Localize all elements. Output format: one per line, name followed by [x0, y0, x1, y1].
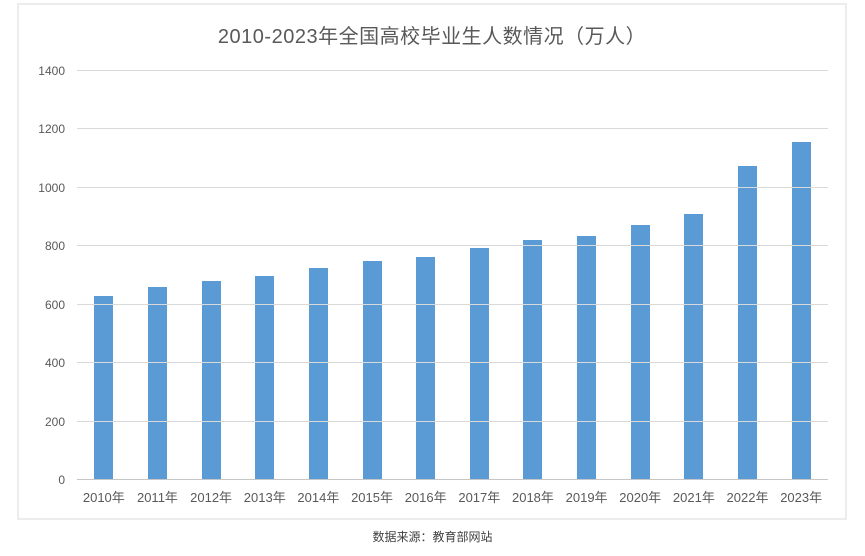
chart-container: 2010-2023年全国高校毕业生人数情况（万人） 0 200 400 600 800 1… [17, 3, 847, 520]
bar-slot-2017年 [452, 71, 506, 480]
bar-slot-2015年 [345, 71, 399, 480]
bar-2020年 [630, 224, 650, 480]
bar-2022年 [738, 165, 757, 480]
x-axis: 2010年 2011年 2012年 2013年 2014年 2015年 2016年 2017年… [77, 487, 828, 506]
source-note: 数据来源：教育部网站 [372, 530, 493, 544]
bar-2010年 [94, 295, 114, 480]
x-tick-label: 2018年 [511, 490, 554, 505]
chart-title: 2010-2023年全国高校毕业生人数情况（万人） [217, 26, 647, 48]
y-tick-label: 200 [44, 414, 65, 429]
plot-area [77, 70, 828, 480]
bar-2013年 [255, 275, 275, 480]
bar-2012年 [201, 281, 221, 480]
x-tick-label: 2015年 [351, 490, 393, 505]
bar-slot-2022年 [721, 71, 775, 480]
bar-slot-2021年 [667, 71, 721, 480]
x-tick-label: 2013年 [243, 490, 286, 505]
bar-slot-2013年 [238, 71, 292, 480]
bar-slot-2011年 [131, 71, 185, 480]
gridline-600 [77, 303, 828, 305]
bar-2016年 [416, 256, 436, 480]
bar-slot-2018年 [506, 71, 560, 480]
bar-slot-2016年 [399, 71, 453, 480]
gridline-400 [77, 362, 828, 364]
gridline-0 [77, 479, 828, 480]
bar-slot-2019年 [560, 71, 614, 480]
bar-slot-2023年 [774, 71, 828, 480]
bar-slot-2012年 [184, 71, 238, 480]
x-tick-label: 2019年 [565, 490, 608, 505]
bar-slot-2010年 [77, 71, 131, 480]
gridline-800 [77, 245, 828, 247]
bar-series [77, 71, 828, 480]
y-tick-label: 1000 [38, 180, 65, 195]
bar-2011年 [147, 287, 167, 480]
gridline-200 [77, 420, 828, 422]
bar-2023年 [791, 141, 811, 480]
bar-2019年 [577, 236, 597, 480]
x-tick-label: 2021年 [672, 490, 715, 505]
bar-2014年 [308, 267, 328, 480]
gridline-1200 [77, 128, 828, 130]
x-tick-label: 2017年 [458, 490, 501, 505]
x-tick-label: 2012年 [190, 490, 233, 505]
bar-2015年 [362, 261, 382, 480]
x-tick-label: 2016年 [404, 490, 447, 505]
y-tick-label: 600 [44, 297, 65, 312]
x-tick-label: 2010年 [82, 490, 125, 505]
x-tick-label: 2022年 [726, 490, 769, 505]
x-tick-label: 2014年 [297, 490, 340, 505]
y-tick-label: 800 [44, 239, 65, 254]
bar-2018年 [523, 240, 543, 480]
y-tick-label: 0 [58, 473, 65, 487]
x-tick-label: 2011年 [136, 490, 178, 505]
gridline-1000 [77, 186, 828, 188]
bar-2021年 [684, 214, 704, 480]
y-tick-label: 1200 [38, 122, 65, 137]
bar-slot-2014年 [292, 71, 346, 480]
x-tick-label: 2020年 [619, 490, 662, 505]
bar-slot-2020年 [613, 71, 667, 480]
bar-2017年 [469, 247, 489, 480]
x-tick-label: 2023年 [780, 490, 823, 505]
y-tick-label: 400 [44, 356, 65, 371]
y-tick-label: 1400 [38, 64, 65, 78]
gridline-1400 [77, 70, 828, 71]
